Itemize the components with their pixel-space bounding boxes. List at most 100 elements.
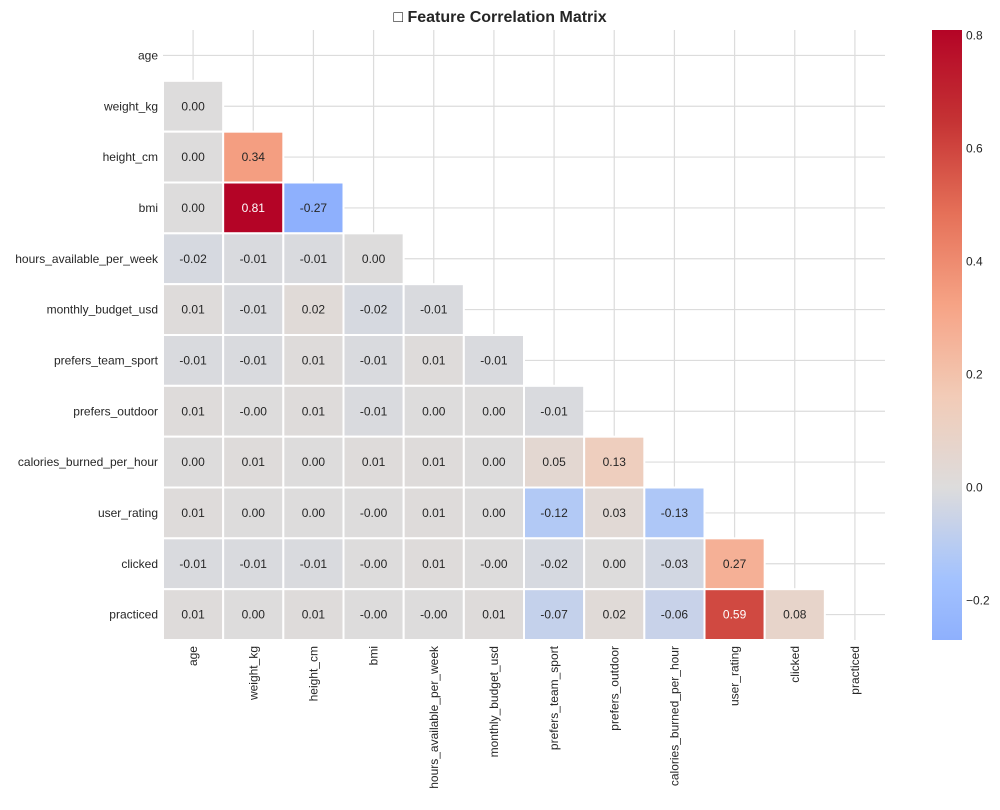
cell-value-label: -0.13 (661, 506, 689, 520)
heatmap-cell (402, 435, 465, 489)
cell-value-label: 0.02 (302, 303, 326, 317)
x-tick-label: bmi (367, 646, 381, 665)
cell-value-label: 0.00 (482, 506, 506, 520)
cell-value-label: -0.02 (540, 557, 568, 571)
heatmap-cell (162, 384, 225, 438)
heatmap-cell (342, 384, 405, 438)
heatmap-cell (222, 588, 285, 642)
x-tick-label: height_cm (306, 646, 320, 701)
cell-value-label: 0.01 (181, 506, 205, 520)
heatmap-cell (222, 130, 285, 184)
cell-value-label: 0.00 (422, 404, 446, 418)
heatmap-cell (282, 232, 345, 286)
y-tick-label: age (138, 48, 158, 62)
cell-value-label: 0.00 (482, 404, 506, 418)
cell-value-label: -0.01 (480, 353, 508, 367)
heatmap-cell (342, 334, 405, 387)
x-tick-label: age (186, 646, 200, 666)
cell-value-label: -0.27 (300, 201, 328, 215)
cell-value-label: 0.00 (302, 506, 326, 520)
cell-value-label: 0.08 (783, 608, 807, 622)
colorbar-tick-label: 0.2 (966, 368, 983, 382)
cell-value-label: 0.00 (181, 99, 205, 113)
heatmap-cell (703, 588, 766, 642)
y-tick-label: height_cm (103, 150, 158, 164)
heatmap-cell (763, 588, 826, 642)
chart-title: □ Feature Correlation Matrix (393, 9, 606, 26)
y-tick-label: clicked (121, 557, 158, 571)
heatmap-cell (703, 537, 766, 591)
cell-value-label: 0.27 (723, 557, 747, 571)
cell-value-label: 0.59 (723, 608, 747, 622)
cell-value-label: -0.03 (661, 557, 689, 571)
cell-value-label: 0.34 (242, 150, 266, 164)
cell-value-label: 0.02 (603, 608, 627, 622)
heatmap-cell (222, 486, 285, 540)
heatmap-cell (342, 588, 405, 642)
cell-value-label: -0.00 (360, 557, 388, 571)
y-tick-label: bmi (139, 201, 158, 215)
cell-value-label: -0.01 (179, 557, 207, 571)
colorbar-tick-label: −0.2 (966, 593, 990, 607)
cell-value-label: -0.01 (240, 353, 268, 367)
y-tick-label: user_rating (98, 506, 158, 520)
cell-value-label: -0.02 (360, 303, 388, 317)
cell-value-label: -0.01 (360, 353, 388, 367)
cell-value-label: 0.00 (482, 455, 506, 469)
cell-value-label: 0.00 (362, 252, 386, 266)
heatmap-cell (222, 384, 285, 438)
cell-value-label: -0.01 (360, 404, 388, 418)
heatmap-cell (643, 588, 706, 642)
y-tick-label: calories_burned_per_hour (18, 455, 158, 469)
x-tick-label: calories_burned_per_hour (667, 646, 681, 786)
cell-value-label: 0.01 (181, 303, 205, 317)
y-tick-label: hours_available_per_week (15, 252, 159, 266)
cell-value-label: -0.00 (240, 404, 268, 418)
heatmap-cell (162, 334, 225, 387)
cell-value-label: -0.01 (420, 303, 448, 317)
cell-value-label: 0.00 (181, 201, 205, 215)
cell-value-label: 0.01 (302, 353, 326, 367)
heatmap-cell (583, 435, 646, 489)
colorbar-tick-label: 0.8 (966, 29, 983, 43)
cell-value-label: 0.00 (242, 506, 266, 520)
heatmap-cell (583, 588, 646, 642)
heatmap-cell (402, 486, 465, 540)
cell-value-label: 0.01 (422, 506, 446, 520)
cell-value-label: -0.01 (240, 557, 268, 571)
cell-value-label: -0.00 (360, 506, 388, 520)
cell-value-label: -0.00 (360, 608, 388, 622)
x-tick-label: practiced (848, 646, 862, 695)
colorbar-ticks: −0.2 0.0 0.2 0.4 0.6 0.8 (966, 29, 990, 608)
heatmap-cell (523, 588, 586, 642)
colorbar-tick-label: 0.0 (966, 481, 983, 495)
colorbar-tick-label: 0.6 (966, 142, 983, 156)
cell-value-label: -0.01 (540, 404, 568, 418)
y-tick-label: monthly_budget_usd (47, 303, 158, 317)
y-tick-label: weight_kg (103, 99, 158, 113)
x-tick-label: monthly_budget_usd (487, 646, 501, 757)
cell-value-label: 0.01 (422, 557, 446, 571)
x-tick-label: weight_kg (246, 646, 260, 701)
cell-value-label: 0.00 (181, 150, 205, 164)
x-tick-label: user_rating (728, 646, 742, 706)
colorbar-tick-label: 0.4 (966, 255, 983, 269)
cell-value-label: -0.01 (179, 353, 207, 367)
heatmap-cell (342, 283, 405, 336)
heatmap-cell (282, 537, 345, 591)
cell-value-label: 0.01 (362, 455, 386, 469)
cell-value-label: -0.06 (661, 608, 689, 622)
cell-value-label: 0.01 (181, 608, 205, 622)
heatmap-cell (162, 79, 225, 133)
heatmap-cell (462, 334, 526, 387)
heatmap-cell (462, 588, 526, 642)
cell-value-label: -0.00 (420, 608, 448, 622)
cell-value-label: 0.01 (242, 455, 266, 469)
heatmap-cell (282, 435, 345, 489)
cell-value-label: 0.01 (181, 404, 205, 418)
heatmap-cell (643, 486, 706, 540)
heatmap-cell (462, 537, 526, 591)
x-tick-label: prefers_outdoor (607, 646, 621, 731)
